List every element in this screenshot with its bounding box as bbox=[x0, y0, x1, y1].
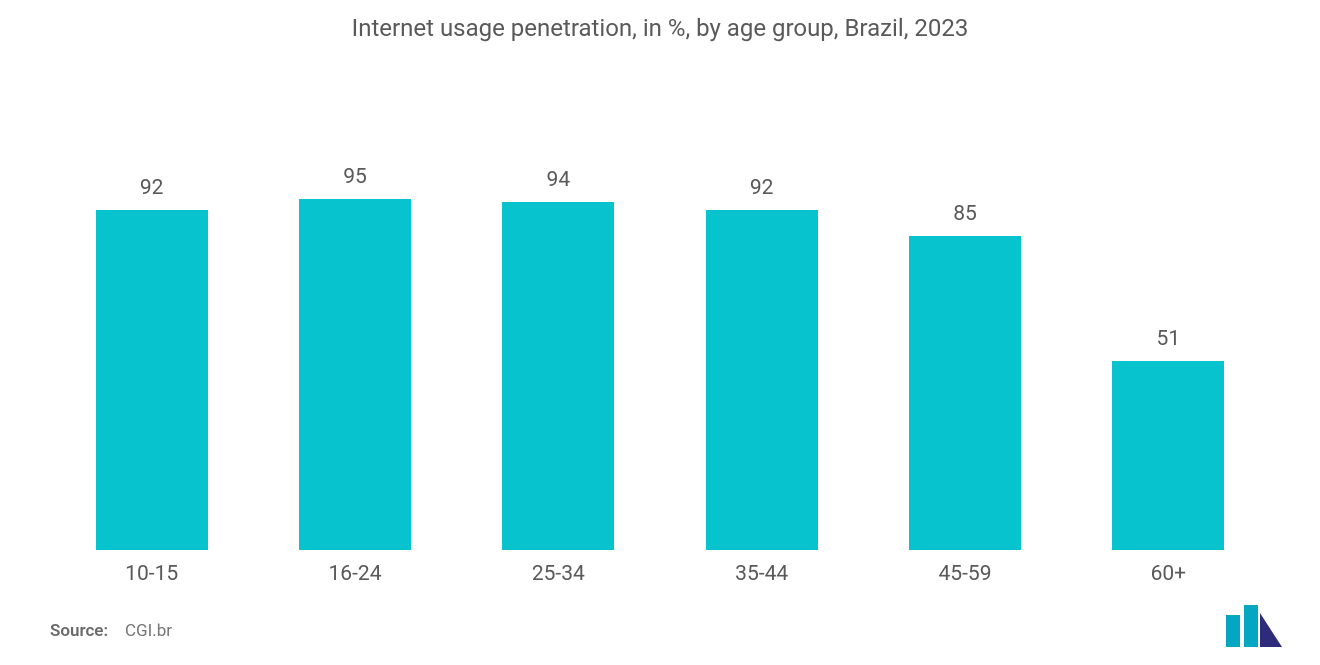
bar-value-label: 92 bbox=[140, 176, 164, 200]
bar bbox=[1112, 361, 1224, 550]
logo-bar-1 bbox=[1226, 615, 1240, 647]
brand-logo bbox=[1224, 605, 1284, 647]
bar bbox=[706, 210, 818, 550]
category-label: 16-24 bbox=[243, 562, 467, 586]
bar-value-label: 92 bbox=[750, 176, 774, 200]
bar bbox=[502, 202, 614, 550]
bar-slot: 5160+ bbox=[1112, 80, 1224, 550]
bar-value-label: 95 bbox=[343, 165, 367, 189]
bar-value-label: 51 bbox=[1157, 327, 1181, 351]
category-label: 25-34 bbox=[447, 562, 671, 586]
category-label: 60+ bbox=[1057, 562, 1281, 586]
bar-slot: 9210-15 bbox=[96, 80, 208, 550]
bars-container: 9210-15 9516-24 9425-34 9235-44 8545-59 5160+ bbox=[50, 80, 1270, 550]
category-label: 35-44 bbox=[650, 562, 874, 586]
bar bbox=[96, 210, 208, 550]
chart-title: Internet usage penetration, in %, by age… bbox=[0, 14, 1320, 42]
bar-slot: 9516-24 bbox=[299, 80, 411, 550]
logo-triangle bbox=[1260, 613, 1282, 647]
chart-plot-area: 9210-15 9516-24 9425-34 9235-44 8545-59 5160+ bbox=[50, 80, 1270, 550]
category-label: 10-15 bbox=[40, 562, 264, 586]
bar-value-label: 85 bbox=[953, 202, 977, 226]
source-label: Source: bbox=[50, 621, 108, 641]
bar-slot: 8545-59 bbox=[909, 80, 1021, 550]
logo-bar-2 bbox=[1244, 605, 1258, 647]
category-label: 45-59 bbox=[853, 562, 1077, 586]
source-line: Source: CGI.br bbox=[50, 621, 172, 641]
bar-value-label: 94 bbox=[547, 168, 571, 192]
bar bbox=[299, 199, 411, 551]
bar bbox=[909, 236, 1021, 551]
source-text: CGI.br bbox=[125, 621, 172, 641]
bar-slot: 9235-44 bbox=[706, 80, 818, 550]
bar-slot: 9425-34 bbox=[502, 80, 614, 550]
